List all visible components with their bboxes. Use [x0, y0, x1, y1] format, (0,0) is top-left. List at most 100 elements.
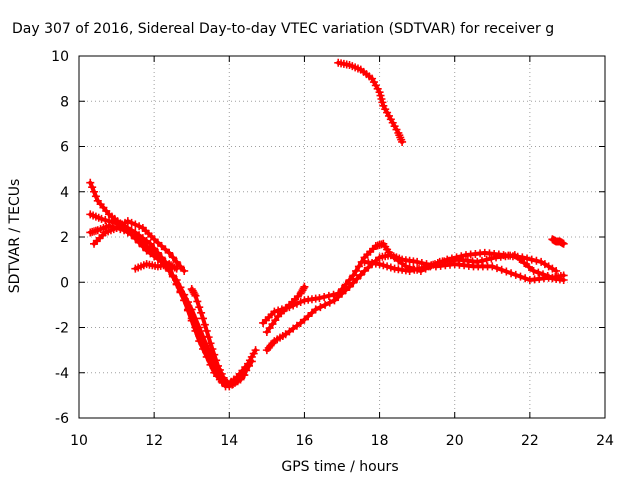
data-point [204, 333, 213, 342]
y-tick-label: 0 [60, 275, 69, 291]
data-point [153, 248, 162, 257]
data-point [198, 340, 207, 349]
series-pass-j [360, 248, 561, 275]
grid-lines [79, 56, 605, 418]
data-point [88, 183, 97, 192]
data-point [405, 266, 414, 275]
data-point [172, 264, 181, 273]
x-axis-label: GPS time / hours [281, 459, 398, 475]
data-point [296, 298, 305, 307]
data-point [208, 344, 217, 353]
y-tick-label: -4 [55, 366, 69, 382]
data-point [202, 326, 211, 335]
data-point [352, 266, 361, 275]
data-point [417, 259, 426, 268]
series-trace [88, 180, 247, 387]
series-pass-d [90, 217, 189, 275]
data-point [135, 238, 144, 247]
data-point [251, 346, 260, 355]
data-point [329, 290, 338, 299]
data-point [180, 296, 189, 305]
data-point [180, 266, 189, 275]
data-point [324, 291, 333, 300]
data-point [473, 257, 482, 266]
x-tick-label: 20 [446, 433, 464, 449]
data-point [534, 268, 543, 277]
data-point [524, 262, 533, 271]
data-point [200, 320, 209, 329]
data-point [502, 267, 511, 276]
data-point [172, 279, 181, 288]
data-point [242, 366, 251, 375]
data-point [168, 253, 177, 262]
data-point [315, 294, 324, 303]
data-point [198, 314, 207, 323]
data-point [516, 272, 525, 281]
data-point [338, 285, 346, 294]
data-point [299, 284, 308, 293]
data-point [354, 262, 363, 271]
data-point [202, 348, 211, 357]
data-point [90, 187, 99, 196]
data-point [240, 371, 249, 380]
data-point [247, 357, 256, 366]
data-point [195, 303, 204, 312]
data-point [300, 282, 309, 291]
data-point [559, 271, 568, 280]
y-tick-label: 8 [60, 94, 69, 110]
data-point [521, 274, 530, 283]
data-point [452, 253, 461, 262]
data-point [131, 220, 140, 229]
data-point [559, 239, 568, 248]
x-tick-label: 12 [145, 433, 163, 449]
series-pass-h [259, 239, 568, 327]
data-point [176, 287, 185, 296]
data-point [523, 254, 532, 263]
data-point [86, 178, 95, 187]
data-point [127, 218, 136, 227]
data-point [410, 265, 419, 274]
data-point [429, 260, 438, 269]
data-point [443, 255, 452, 264]
plot-frame [78, 55, 606, 419]
data-point [413, 257, 422, 266]
data-point [325, 298, 334, 307]
data-point [488, 262, 497, 271]
data-point [543, 272, 552, 281]
y-tick-label: -6 [55, 411, 69, 427]
data-point [135, 222, 144, 231]
data-point [210, 350, 219, 359]
data-point [197, 308, 206, 317]
series-pass-c [86, 178, 249, 389]
data-point [375, 260, 384, 269]
data-point [477, 256, 486, 265]
data-point [398, 137, 407, 146]
data-point [356, 270, 365, 279]
data-point [529, 266, 538, 275]
x-tick-label: 22 [521, 433, 539, 449]
data-point [487, 254, 496, 263]
data-point [415, 264, 424, 273]
data-point [438, 257, 447, 266]
series-trace [88, 223, 258, 389]
data-point [91, 192, 100, 201]
x-tick-label: 10 [70, 433, 88, 449]
data-point [150, 244, 159, 253]
data-point [183, 305, 192, 314]
data-point [383, 262, 392, 271]
data-point [187, 314, 196, 323]
data-point [101, 216, 110, 225]
y-tick-label: 4 [60, 185, 69, 201]
series-pass-e [131, 260, 181, 273]
data-point [349, 271, 358, 280]
data-point [146, 239, 155, 248]
y-tick-label: -2 [55, 321, 69, 337]
series-pass-a [86, 221, 260, 391]
data-point [172, 257, 181, 266]
data-point [552, 266, 561, 275]
data-point [190, 290, 199, 299]
data-point [270, 307, 279, 316]
data-point [206, 357, 215, 366]
data-point [345, 275, 354, 284]
